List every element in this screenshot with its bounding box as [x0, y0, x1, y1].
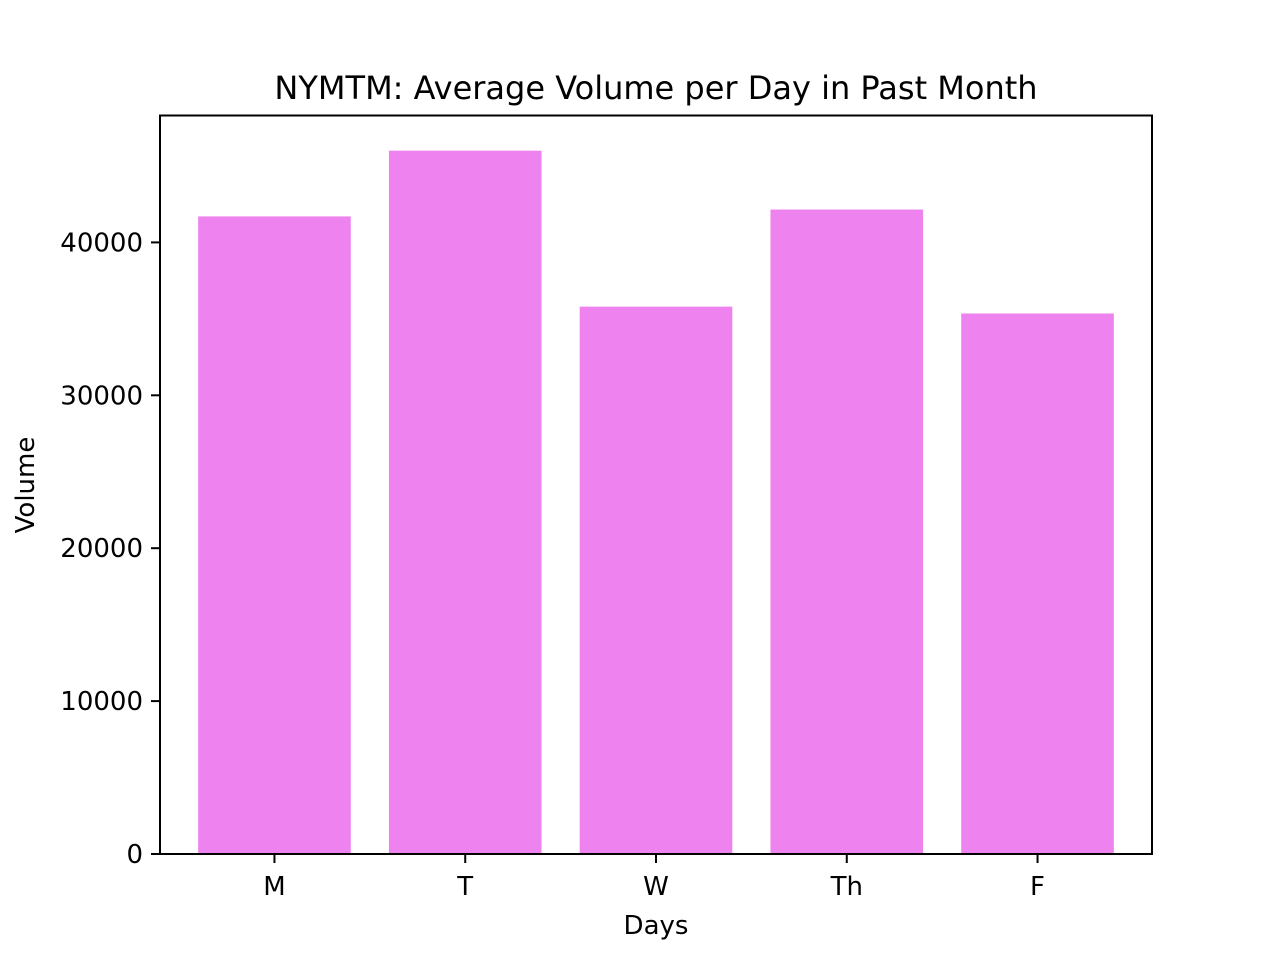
y-tick-label: 10000 — [60, 687, 143, 717]
y-tick-label: 30000 — [60, 381, 143, 411]
x-tick-label: T — [456, 872, 473, 902]
x-tick-label: M — [263, 872, 285, 902]
bar-w — [579, 306, 733, 855]
chart-title: NYMTM: Average Volume per Day in Past Mo… — [274, 69, 1037, 107]
y-axis-ticks: 0 10000 20000 30000 40000 — [60, 228, 160, 870]
bar-th — [770, 209, 924, 855]
x-axis-label: Days — [624, 911, 689, 941]
x-tick-label: F — [1030, 872, 1045, 902]
x-tick-label: Th — [830, 872, 863, 902]
bar-t — [388, 150, 542, 854]
y-tick-label: 20000 — [60, 534, 143, 564]
y-tick-label: 0 — [126, 840, 143, 870]
bar-m — [198, 216, 351, 855]
x-axis-ticks: M T W Th F — [263, 854, 1045, 902]
y-tick-label: 40000 — [60, 228, 143, 258]
bars-group — [198, 150, 1114, 855]
x-tick-label: W — [643, 872, 669, 902]
bar-f — [961, 313, 1114, 854]
y-axis-label: Volume — [11, 437, 41, 534]
plot-frame — [159, 114, 1153, 855]
